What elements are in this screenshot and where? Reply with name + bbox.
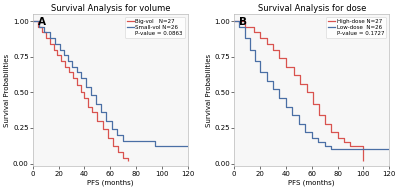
Y-axis label: Survival Probabilities: Survival Probabilities [206,54,212,127]
Legend: Big-vol   N=27, Small-vol N=26, P-value = 0.0863: Big-vol N=27, Small-vol N=26, P-value = … [125,17,185,38]
X-axis label: PFS (months): PFS (months) [87,179,134,186]
Legend: High-dose N=27, Low-dose  N=26, P-value = 0.1727: High-dose N=27, Low-dose N=26, P-value =… [326,17,386,38]
Y-axis label: Survival Probabilities: Survival Probabilities [4,54,10,127]
X-axis label: PFS (months): PFS (months) [288,179,335,186]
Text: A: A [38,17,46,27]
Text: B: B [239,17,247,27]
Title: Survival Analysis for volume: Survival Analysis for volume [50,4,170,13]
Title: Survival Analysis for dose: Survival Analysis for dose [258,4,366,13]
